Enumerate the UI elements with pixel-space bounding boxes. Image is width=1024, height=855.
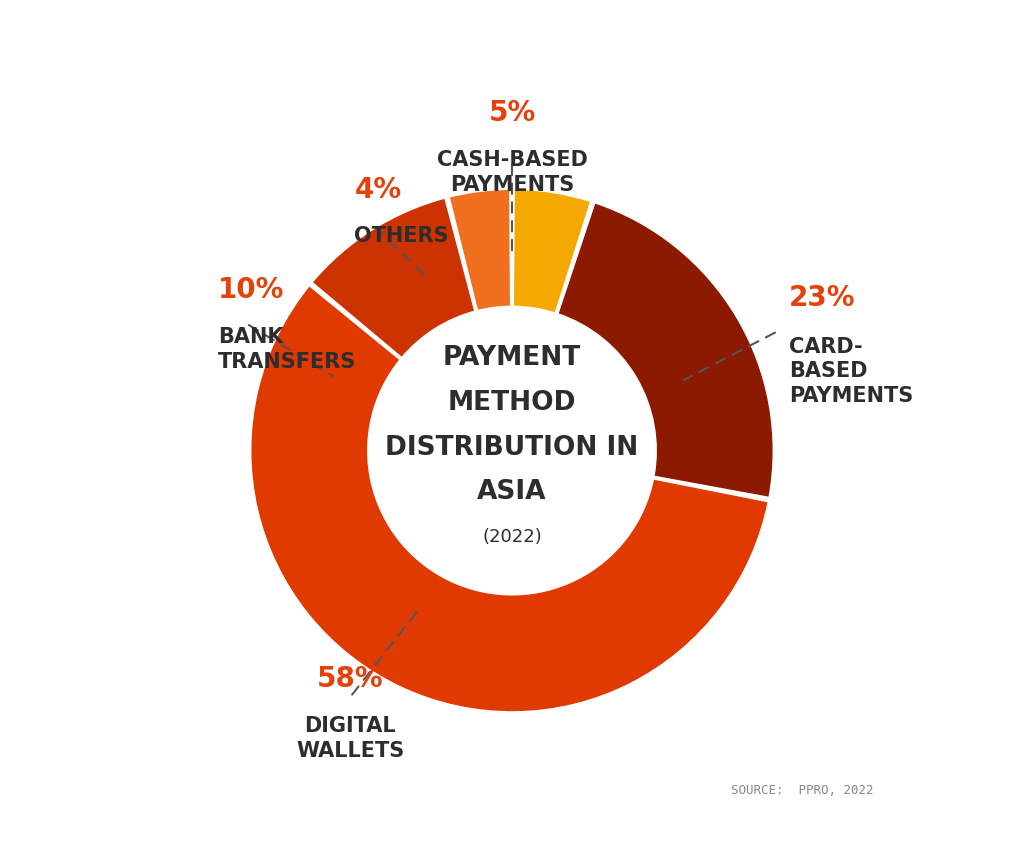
Text: 10%: 10%: [218, 276, 285, 304]
Text: 58%: 58%: [317, 665, 384, 693]
Text: PAYMENT: PAYMENT: [442, 345, 582, 371]
Wedge shape: [449, 189, 511, 311]
Wedge shape: [251, 286, 769, 712]
Text: METHOD: METHOD: [447, 390, 577, 416]
Text: 23%: 23%: [790, 284, 855, 312]
Text: PAYMENTS: PAYMENTS: [790, 386, 913, 406]
Wedge shape: [311, 198, 475, 358]
Text: 4%: 4%: [354, 176, 401, 204]
Text: PAYMENTS: PAYMENTS: [450, 175, 574, 195]
Text: TRANSFERS: TRANSFERS: [218, 352, 356, 372]
Text: WALLETS: WALLETS: [296, 740, 404, 761]
Text: BANK: BANK: [218, 327, 284, 347]
Text: CARD-: CARD-: [790, 337, 862, 357]
Wedge shape: [513, 189, 591, 314]
Wedge shape: [557, 203, 773, 498]
Text: (2022): (2022): [482, 528, 542, 545]
Text: SOURCE:  PPRO, 2022: SOURCE: PPRO, 2022: [731, 784, 873, 797]
Text: 5%: 5%: [488, 99, 536, 127]
Text: OTHERS: OTHERS: [354, 226, 449, 246]
Text: BASED: BASED: [790, 362, 867, 381]
Text: CASH-BASED: CASH-BASED: [436, 150, 588, 170]
Text: DIGITAL: DIGITAL: [304, 716, 396, 736]
Text: ASIA: ASIA: [477, 479, 547, 505]
Text: DISTRIBUTION IN: DISTRIBUTION IN: [385, 434, 639, 461]
